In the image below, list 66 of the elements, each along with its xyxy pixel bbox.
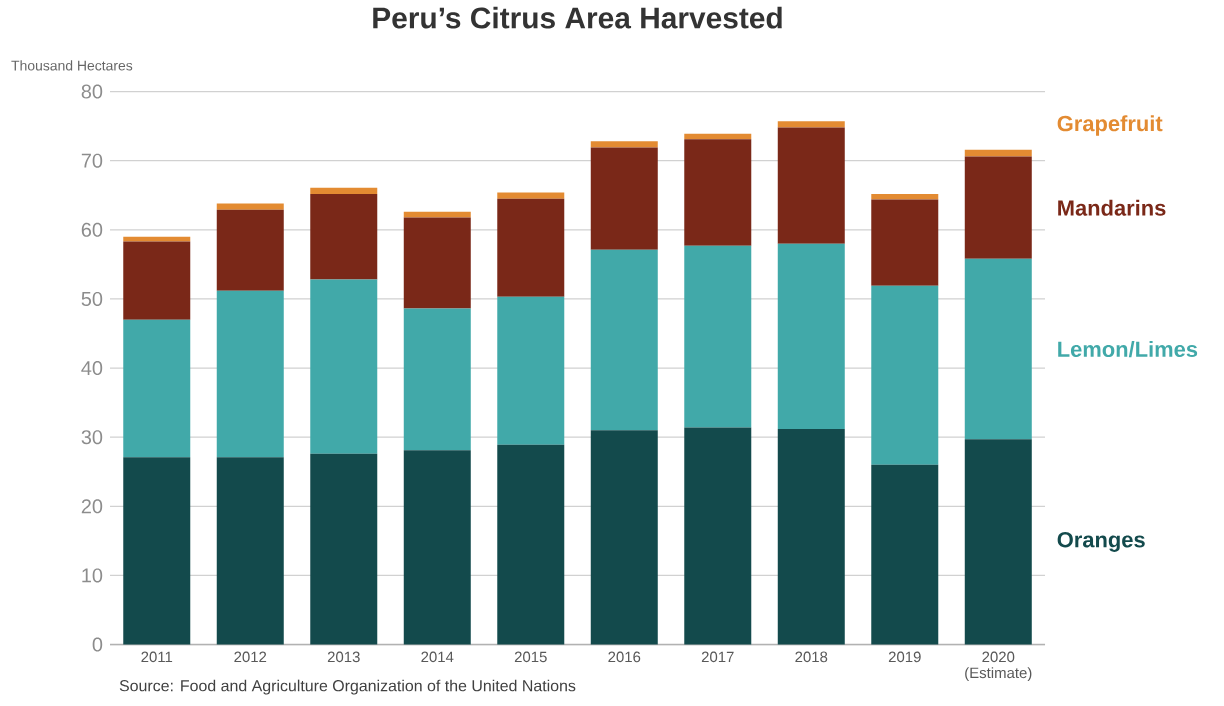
bar <box>871 194 939 200</box>
y-tick-label: 0 <box>92 637 103 652</box>
series-label: Grapefruit <box>1057 115 1163 136</box>
bar <box>871 199 939 287</box>
series-label: Mandarins <box>1058 199 1166 216</box>
bar <box>590 147 658 251</box>
x-tick-label: 2011 <box>141 651 173 663</box>
source-note: Source: Food and Agriculture Organization of the United Nations <box>119 679 576 695</box>
bar <box>497 192 565 199</box>
bar <box>871 465 939 645</box>
x-tick-label: 2020 (Estimate) <box>965 651 1032 682</box>
bar <box>310 279 378 454</box>
x-tick-label: 2014 <box>421 651 454 663</box>
bar <box>216 209 284 291</box>
bar <box>590 430 658 645</box>
bar <box>777 429 845 645</box>
bar <box>497 297 565 446</box>
bar <box>684 133 752 140</box>
bar <box>777 243 845 430</box>
y-tick-label: 70 <box>81 153 103 168</box>
x-tick-label: 2018 <box>795 651 828 663</box>
bar <box>216 457 284 645</box>
bar <box>777 127 845 244</box>
y-tick-label: 20 <box>81 499 103 514</box>
x-tick-label: 2013 <box>327 651 360 663</box>
x-tick-label: 2016 <box>608 651 641 663</box>
bar <box>216 203 284 210</box>
y-tick-label: 50 <box>81 292 103 307</box>
y-tick-label: 60 <box>81 222 103 238</box>
bar <box>497 445 565 645</box>
bar <box>964 156 1032 260</box>
bar <box>310 187 378 195</box>
bar <box>684 427 752 645</box>
chart-title: Peru’s Citrus Area Harvested <box>373 6 782 29</box>
bar <box>964 439 1032 645</box>
bar <box>310 194 378 280</box>
bar <box>123 241 191 320</box>
y-tick-label: 80 <box>81 84 103 99</box>
bar <box>964 149 1032 157</box>
x-tick-label: 2012 <box>234 651 267 663</box>
bar <box>403 212 471 218</box>
bar <box>590 141 658 148</box>
y-tick-label: 10 <box>82 568 103 583</box>
x-tick-label: 2015 <box>514 651 547 663</box>
y-axis-title: Thousand Hectares <box>11 60 133 71</box>
bar <box>123 319 191 458</box>
x-tick-label: 2019 <box>888 651 921 663</box>
bar <box>123 457 191 645</box>
bar <box>684 245 752 428</box>
bar <box>497 198 565 298</box>
bar <box>871 286 939 466</box>
y-tick-label: 40 <box>81 361 103 376</box>
series-label: Oranges <box>1057 532 1145 553</box>
bar <box>403 450 471 645</box>
y-tick-label: 30 <box>81 430 103 445</box>
bar <box>777 121 845 128</box>
bar <box>310 454 378 645</box>
bar <box>964 259 1032 440</box>
bar <box>684 139 752 246</box>
bar <box>123 236 191 242</box>
x-tick-label: 2017 <box>701 651 734 663</box>
bar <box>403 308 471 451</box>
bar <box>403 217 471 309</box>
bar <box>590 250 658 431</box>
series-label: Lemon/Limes <box>1058 341 1198 358</box>
bar <box>216 290 284 458</box>
